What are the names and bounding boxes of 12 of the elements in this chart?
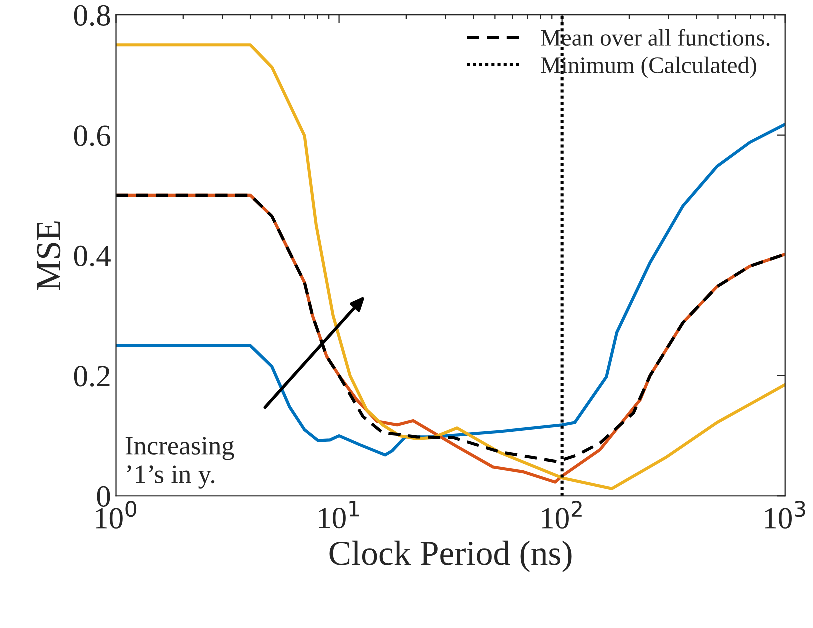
y-tick-label: 0.2: [74, 366, 110, 387]
x-tick-label: 10$^{2}$: [542, 501, 582, 529]
legend-label: Mean over all functions.: [541, 29, 770, 46]
x-axis-title: Clock Period (ns): [330, 540, 572, 572]
y-axis-title: MSE: [37, 222, 61, 290]
x-tick-label: 10$^{1}$: [319, 501, 360, 529]
annotation: Increasing ’1’s in y.: [126, 437, 234, 489]
y-tick-label: 0.8: [74, 5, 110, 26]
ref-line-label: Minimum (Calculated): [541, 56, 756, 78]
x-tick-label: 10$^{3}$: [765, 501, 806, 529]
y-tick-label: 0.6: [74, 126, 110, 146]
y-tick-label: 0.4: [74, 246, 111, 267]
